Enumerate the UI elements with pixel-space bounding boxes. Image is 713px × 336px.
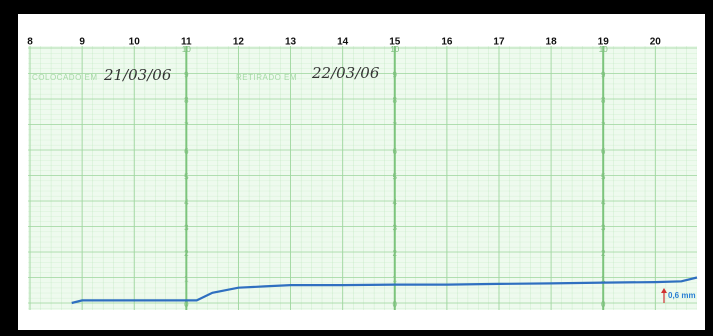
y-tick-label: 1	[393, 275, 398, 284]
y-tick-label: 3	[393, 224, 398, 233]
y-tick-label: 5	[393, 173, 398, 182]
x-tick-label: 13	[285, 37, 297, 48]
y-tick-label: 0	[393, 300, 398, 309]
y-tick-label: 0	[601, 300, 606, 309]
x-tick-label: 17	[493, 37, 505, 48]
y-tick-label: 9	[184, 71, 189, 80]
y-tick-label: 10	[599, 45, 608, 54]
y-tick-label: 4	[393, 198, 398, 207]
y-tick-label: 8	[601, 96, 606, 105]
y-tick-label: 2	[393, 249, 398, 258]
y-tick-label: 10	[390, 45, 399, 54]
annotation: RETIRADO EM	[236, 73, 297, 82]
x-tick-label: 16	[441, 37, 453, 48]
y-tick-label: 5	[184, 173, 189, 182]
x-tick-label: 9	[79, 37, 85, 48]
y-tick-label: 8	[393, 96, 398, 105]
annotation: 0,6 mm	[668, 291, 696, 300]
y-tick-label: 6	[184, 147, 189, 156]
x-tick-label: 12	[233, 37, 245, 48]
y-tick-label: 3	[184, 224, 189, 233]
y-tick-label: 5	[601, 173, 606, 182]
x-tick-label: 20	[650, 37, 662, 48]
y-tick-label: 9	[601, 71, 606, 80]
y-tick-label: 9	[393, 71, 398, 80]
page: {"chart_data": {"type": "line", "xticks"…	[0, 0, 713, 336]
minor-grid	[28, 46, 697, 310]
y-tick-label: 8	[184, 96, 189, 105]
annotation: COLOCADO EM	[32, 73, 98, 82]
x-tick-label: 10	[129, 37, 141, 48]
y-tick-label: 6	[393, 147, 398, 156]
y-tick-label: 1	[184, 275, 189, 284]
y-tick-label: 7	[393, 122, 398, 131]
y-tick-label: 2	[601, 249, 606, 258]
x-tick-label: 8	[27, 37, 33, 48]
annotation: 22/03/06	[311, 64, 380, 82]
y-tick-label: 10	[182, 45, 191, 54]
y-tick-label: 6	[601, 147, 606, 156]
annotation: 21/03/06	[103, 66, 172, 84]
y-tick-label: 3	[601, 224, 606, 233]
x-tick-label: 18	[546, 37, 558, 48]
x-tick-label: 14	[337, 37, 349, 48]
chart: 8910110123456789101213141501234567891016…	[0, 0, 713, 336]
y-tick-label: 7	[601, 122, 606, 131]
y-tick-label: 7	[184, 122, 189, 131]
y-tick-label: 2	[184, 249, 189, 258]
y-tick-label: 4	[601, 198, 606, 207]
y-tick-label: 4	[184, 198, 189, 207]
